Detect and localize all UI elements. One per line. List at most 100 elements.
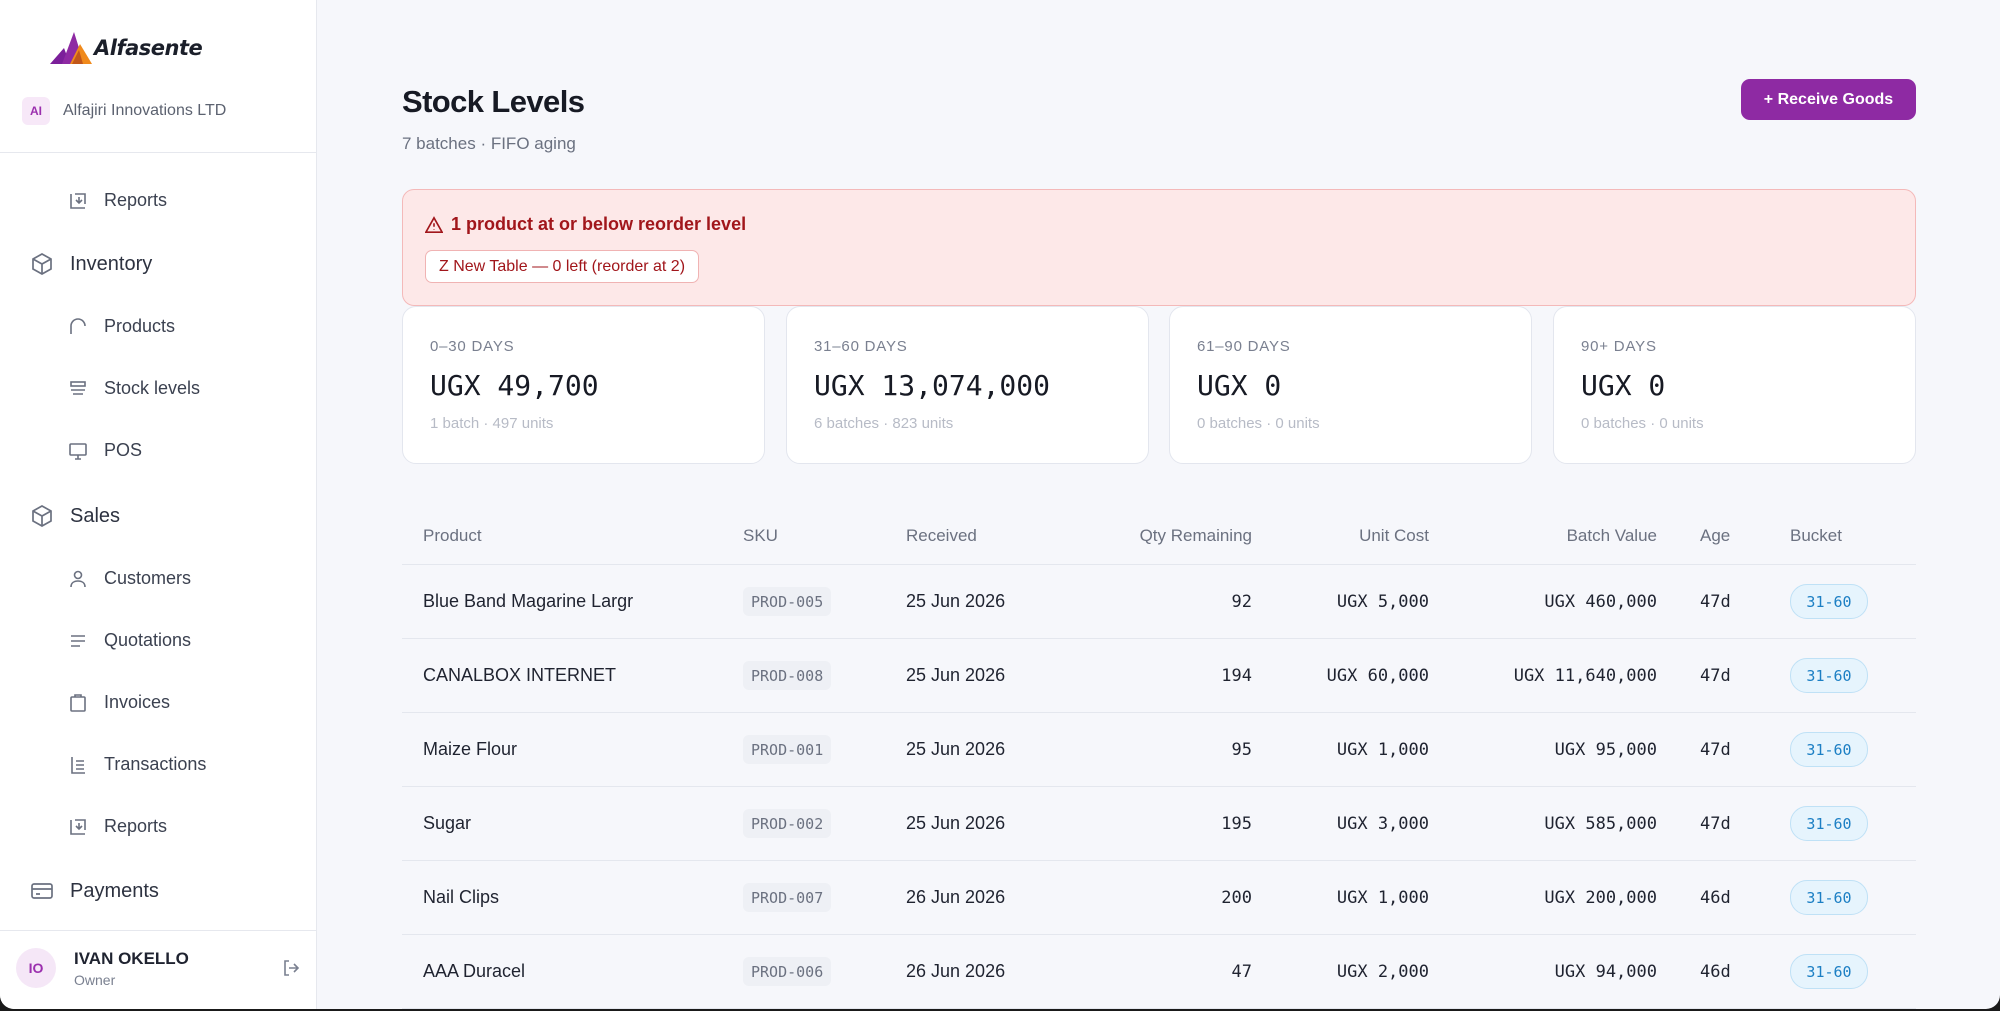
cell-sku: PROD-006 bbox=[743, 957, 832, 986]
cell-qty: 194 bbox=[1221, 666, 1252, 686]
column-header-age[interactable]: Age bbox=[1700, 526, 1731, 545]
cell-qty: 195 bbox=[1221, 814, 1252, 834]
alert-title: 1 product at or below reorder level bbox=[451, 214, 747, 234]
sidebar-item-label: Products bbox=[104, 316, 176, 336]
cell-batch-value: UGX 94,000 bbox=[1554, 962, 1657, 982]
logout-icon[interactable] bbox=[281, 958, 301, 983]
sidebar-item-customers[interactable]: Customers bbox=[68, 568, 191, 589]
credit-card-icon bbox=[30, 879, 54, 903]
sidebar-item-pos[interactable]: POS bbox=[68, 440, 142, 461]
reorder-alert: 1 product at or below reorder level Z Ne… bbox=[402, 189, 1916, 306]
sidebar-section-inventory[interactable]: Inventory bbox=[30, 252, 152, 276]
table-row[interactable]: Nail Clips PROD-007 26 Jun 2026 200 UGX … bbox=[402, 861, 1916, 935]
cell-age: 47d bbox=[1700, 814, 1731, 834]
sidebar-item-transactions[interactable]: Transactions bbox=[68, 754, 206, 775]
cell-sku: PROD-001 bbox=[743, 735, 832, 764]
org-switcher[interactable]: AI Alfajiri Innovations LTD bbox=[22, 97, 226, 125]
cell-product: Blue Band Magarine Largr bbox=[423, 591, 634, 611]
table-header: Product SKU Received Qty Remaining Unit … bbox=[402, 508, 1916, 565]
box-icon bbox=[30, 504, 54, 528]
cell-qty: 92 bbox=[1231, 592, 1252, 612]
card-label: 0–30 DAYS bbox=[430, 338, 515, 355]
monitor-icon bbox=[68, 441, 88, 461]
org-avatar: AI bbox=[22, 97, 50, 125]
cell-age: 47d bbox=[1700, 666, 1731, 686]
bucket-badge: 31-60 bbox=[1790, 732, 1868, 767]
card-meta: 0 batches · 0 units bbox=[1197, 415, 1320, 432]
cell-received: 26 Jun 2026 bbox=[906, 961, 1006, 981]
card-label: 31–60 DAYS bbox=[814, 338, 908, 355]
lines-icon bbox=[68, 631, 88, 651]
cell-batch-value: UGX 460,000 bbox=[1544, 592, 1657, 612]
cell-batch-value: UGX 95,000 bbox=[1554, 740, 1657, 760]
cell-product: Sugar bbox=[423, 813, 472, 833]
card-value: UGX 0 bbox=[1197, 369, 1282, 402]
column-header-received[interactable]: Received bbox=[906, 526, 977, 545]
org-name: Alfajiri Innovations LTD bbox=[63, 102, 227, 119]
sidebar-item-stock-levels[interactable]: Stock levels bbox=[68, 378, 200, 399]
sidebar-item-reports[interactable]: Reports bbox=[68, 816, 167, 837]
reorder-item-chip[interactable]: Z New Table — 0 left (reorder at 2) bbox=[425, 250, 700, 283]
sidebar-section-sales[interactable]: Sales bbox=[30, 504, 120, 528]
bucket-badge: 31-60 bbox=[1790, 806, 1868, 841]
table-row[interactable]: AAA Duracel PROD-006 26 Jun 2026 47 UGX … bbox=[402, 935, 1916, 1009]
stack-icon bbox=[68, 379, 88, 399]
table-row[interactable]: Sugar PROD-002 25 Jun 2026 195 UGX 3,000… bbox=[402, 787, 1916, 861]
cell-received: 25 Jun 2026 bbox=[906, 813, 1006, 833]
cell-age: 47d bbox=[1700, 740, 1731, 760]
card-meta: 0 batches · 0 units bbox=[1581, 415, 1704, 432]
arch-icon bbox=[68, 317, 88, 337]
sidebar-item-label: Quotations bbox=[104, 630, 192, 650]
cell-sku: PROD-002 bbox=[743, 809, 832, 838]
sidebar-item-products[interactable]: Products bbox=[68, 316, 175, 337]
column-header-unit-cost[interactable]: Unit Cost bbox=[1359, 526, 1429, 545]
report-icon bbox=[68, 191, 88, 211]
sidebar-item-label: POS bbox=[104, 440, 143, 460]
aging-card-90-plus: 90+ DAYS UGX 0 0 batches · 0 units bbox=[1553, 306, 1916, 464]
card-value: UGX 49,700 bbox=[430, 369, 599, 402]
sidebar-item-invoices[interactable]: Invoices bbox=[68, 692, 170, 713]
page-title: Stock Levels bbox=[402, 84, 585, 119]
cell-qty: 95 bbox=[1231, 740, 1252, 760]
user-profile[interactable]: IO IVAN OKELLO Owner bbox=[16, 948, 301, 988]
user-divider bbox=[0, 930, 317, 931]
cell-sku: PROD-008 bbox=[743, 661, 832, 690]
user-role: Owner bbox=[74, 971, 116, 988]
cell-unit-cost: UGX 1,000 bbox=[1336, 888, 1429, 908]
column-header-bucket[interactable]: Bucket bbox=[1790, 526, 1842, 545]
table-row[interactable]: CANALBOX INTERNET PROD-008 25 Jun 2026 1… bbox=[402, 639, 1916, 713]
cell-product: Nail Clips bbox=[423, 887, 500, 907]
cell-received: 25 Jun 2026 bbox=[906, 665, 1006, 685]
card-meta: 1 batch · 497 units bbox=[430, 415, 554, 432]
brand-name: Alfasente bbox=[94, 36, 203, 60]
main-content: Stock Levels 7 batches · FIFO aging + Re… bbox=[318, 0, 2000, 1009]
clipboard-icon bbox=[68, 693, 88, 713]
aging-card-31-60: 31–60 DAYS UGX 13,074,000 6 batches · 82… bbox=[786, 306, 1149, 464]
cell-batch-value: UGX 585,000 bbox=[1544, 814, 1657, 834]
card-label: 90+ DAYS bbox=[1581, 338, 1657, 355]
column-header-batch-value[interactable]: Batch Value bbox=[1566, 526, 1657, 545]
box-icon bbox=[30, 252, 54, 276]
column-header-qty[interactable]: Qty Remaining bbox=[1139, 526, 1252, 545]
cell-received: 26 Jun 2026 bbox=[906, 887, 1006, 907]
cell-product: Maize Flour bbox=[423, 739, 518, 759]
sidebar-item-reports-top[interactable]: Reports bbox=[68, 190, 167, 211]
receive-goods-button[interactable]: + Receive Goods bbox=[1741, 79, 1916, 120]
cell-received: 25 Jun 2026 bbox=[906, 591, 1006, 611]
card-label: 61–90 DAYS bbox=[1197, 338, 1291, 355]
sidebar-section-label: Sales bbox=[70, 504, 121, 527]
cell-unit-cost: UGX 1,000 bbox=[1336, 740, 1429, 760]
column-header-product[interactable]: Product bbox=[423, 526, 482, 545]
sidebar-item-label: Reports bbox=[104, 816, 168, 836]
page-subtitle: 7 batches · FIFO aging bbox=[402, 134, 576, 153]
cell-age: 46d bbox=[1700, 962, 1731, 982]
brand-logo[interactable]: Alfasente bbox=[50, 30, 203, 66]
sidebar-item-quotations[interactable]: Quotations bbox=[68, 630, 191, 651]
column-header-sku[interactable]: SKU bbox=[743, 526, 778, 545]
sidebar-section-payments[interactable]: Payments bbox=[30, 879, 159, 903]
cell-product: CANALBOX INTERNET bbox=[423, 665, 617, 685]
alfasente-logo-icon bbox=[50, 32, 92, 64]
table-row[interactable]: Maize Flour PROD-001 25 Jun 2026 95 UGX … bbox=[402, 713, 1916, 787]
table-row[interactable]: Blue Band Magarine Largr PROD-005 25 Jun… bbox=[402, 565, 1916, 639]
